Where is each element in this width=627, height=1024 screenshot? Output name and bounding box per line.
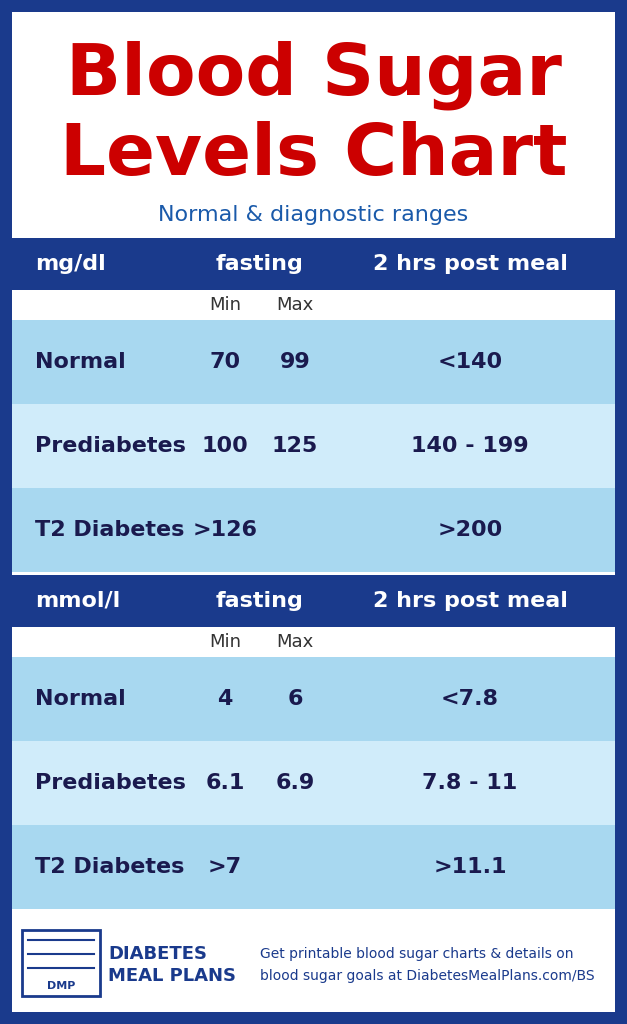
Text: fasting: fasting bbox=[216, 254, 304, 274]
Text: mmol/l: mmol/l bbox=[35, 591, 120, 611]
Text: fasting: fasting bbox=[216, 591, 304, 611]
Text: 125: 125 bbox=[272, 436, 318, 456]
Text: 100: 100 bbox=[202, 436, 248, 456]
Text: 6: 6 bbox=[287, 689, 303, 709]
Bar bbox=[12, 488, 615, 572]
Bar bbox=[12, 575, 615, 627]
Text: 2 hrs post meal: 2 hrs post meal bbox=[372, 254, 567, 274]
Bar bbox=[12, 404, 615, 488]
Text: >200: >200 bbox=[438, 520, 503, 540]
Text: 140 - 199: 140 - 199 bbox=[411, 436, 529, 456]
Text: 70: 70 bbox=[209, 352, 241, 372]
Bar bbox=[12, 238, 615, 290]
Text: blood sugar goals at DiabetesMealPlans.com/BS: blood sugar goals at DiabetesMealPlans.c… bbox=[260, 969, 594, 983]
Text: Normal & diagnostic ranges: Normal & diagnostic ranges bbox=[159, 205, 468, 225]
Text: Normal: Normal bbox=[35, 352, 126, 372]
Text: Min: Min bbox=[209, 296, 241, 314]
Text: 6.1: 6.1 bbox=[205, 773, 245, 793]
Text: <7.8: <7.8 bbox=[441, 689, 499, 709]
Bar bbox=[12, 657, 615, 741]
Bar bbox=[12, 319, 615, 404]
Bar bbox=[12, 916, 615, 1012]
Bar bbox=[12, 627, 615, 657]
Text: 7.8 - 11: 7.8 - 11 bbox=[423, 773, 518, 793]
Text: Get printable blood sugar charts & details on: Get printable blood sugar charts & detai… bbox=[260, 947, 574, 961]
Text: MEAL PLANS: MEAL PLANS bbox=[108, 967, 236, 985]
Text: Min: Min bbox=[209, 633, 241, 651]
Text: DIABETES: DIABETES bbox=[108, 945, 207, 963]
Text: Prediabetes: Prediabetes bbox=[35, 436, 186, 456]
Text: 4: 4 bbox=[218, 689, 233, 709]
Text: Prediabetes: Prediabetes bbox=[35, 773, 186, 793]
Text: >7: >7 bbox=[208, 857, 242, 877]
Text: DMP: DMP bbox=[47, 981, 75, 991]
Text: Max: Max bbox=[277, 633, 314, 651]
Text: T2 Diabetes: T2 Diabetes bbox=[35, 857, 184, 877]
Bar bbox=[22, 930, 100, 996]
Text: T2 Diabetes: T2 Diabetes bbox=[35, 520, 184, 540]
Text: Levels Chart: Levels Chart bbox=[60, 121, 567, 189]
Text: >11.1: >11.1 bbox=[433, 857, 507, 877]
Text: 6.9: 6.9 bbox=[275, 773, 315, 793]
Text: Normal: Normal bbox=[35, 689, 126, 709]
Bar bbox=[12, 741, 615, 825]
Text: mg/dl: mg/dl bbox=[35, 254, 106, 274]
Text: 2 hrs post meal: 2 hrs post meal bbox=[372, 591, 567, 611]
Text: Blood Sugar: Blood Sugar bbox=[66, 40, 561, 110]
Bar bbox=[12, 290, 615, 319]
Text: Max: Max bbox=[277, 296, 314, 314]
Text: >126: >126 bbox=[192, 520, 258, 540]
Bar bbox=[12, 825, 615, 909]
Text: 99: 99 bbox=[280, 352, 310, 372]
Text: <140: <140 bbox=[438, 352, 503, 372]
